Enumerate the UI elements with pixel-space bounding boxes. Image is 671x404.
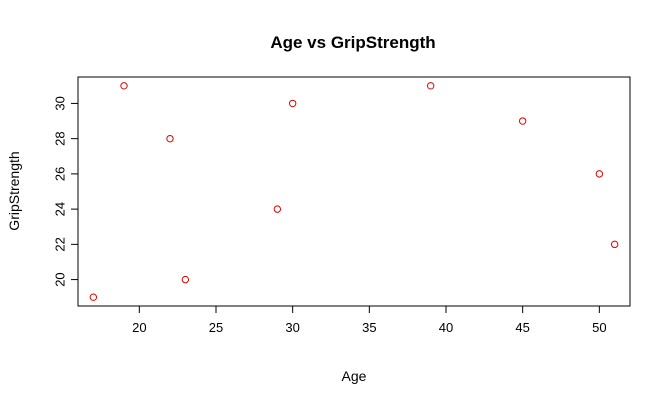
data-point: [181, 275, 190, 284]
chart-title: Age vs GripStrength: [270, 33, 435, 52]
y-tick-label: 30: [53, 96, 68, 110]
x-axis-label: Age: [342, 368, 367, 384]
plot-box: [77, 76, 631, 307]
y-axis-label: GripStrength: [6, 151, 22, 230]
data-point: [518, 117, 527, 125]
y-axis: 20 22 24 26 28 30: [53, 96, 79, 287]
data-point: [166, 134, 174, 143]
data-point: [288, 99, 297, 108]
x-tick-label: 40: [439, 320, 453, 335]
data-point: [89, 293, 98, 301]
x-axis: 20 25 30 35 40 45 50: [132, 305, 607, 335]
y-tick-label: 20: [53, 272, 68, 286]
data-point: [273, 205, 282, 213]
data-point: [426, 82, 435, 90]
x-tick-label: 30: [285, 320, 299, 335]
data-point: [610, 240, 619, 249]
y-tick-label: 26: [53, 167, 68, 181]
y-tick-label: 22: [53, 237, 68, 251]
x-tick-label: 50: [592, 320, 606, 335]
data-point: [120, 82, 128, 90]
x-tick-label: 45: [515, 320, 529, 335]
x-tick-label: 20: [132, 320, 146, 335]
data-point: [595, 170, 604, 178]
x-tick-label: 35: [362, 320, 376, 335]
x-tick-label: 25: [209, 320, 223, 335]
y-tick-label: 28: [53, 131, 68, 145]
data-points: [89, 82, 619, 301]
y-tick-label: 24: [53, 202, 68, 216]
